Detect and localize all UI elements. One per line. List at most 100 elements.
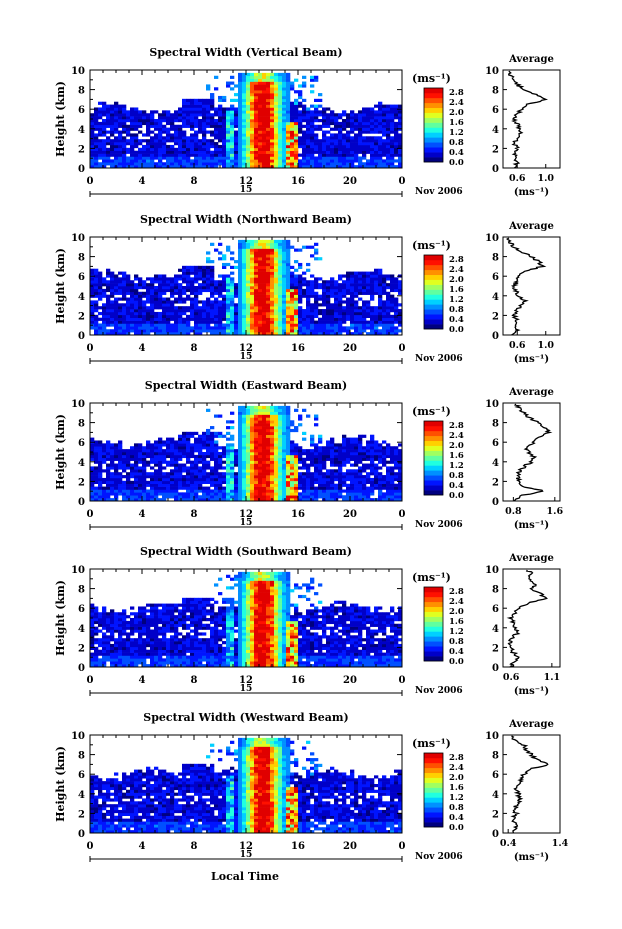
heatmap-cell [366,311,371,316]
heatmap-cell [310,274,315,278]
heatmap-cell [226,314,231,318]
heatmap-cell [138,452,143,456]
heatmap-cell [278,254,283,258]
heatmap-cell [174,329,179,333]
heatmap-cell [114,107,119,111]
heatmap-cell [390,121,395,126]
heatmap-cell [246,98,251,102]
heatmap-cell [246,332,251,336]
heatmap-cell [90,153,95,157]
heatmap-cell [130,311,135,316]
heatmap-cell [314,124,319,128]
heatmap-cell [262,153,267,157]
heatmap-cell [242,317,247,321]
heatmap-cell [274,165,279,169]
heatmap-cell [146,144,151,149]
heatmap-cell [106,113,111,117]
heatmap-cell [370,124,375,128]
heatmap-cell [186,449,191,453]
heatmap-cell [286,417,291,421]
heatmap-cell [238,426,243,430]
heatmap-cell [234,265,239,269]
heatmap-cell [238,492,243,496]
heatmap-cell [342,314,347,318]
heatmap-cell [286,119,291,123]
heatmap-cell [274,457,279,461]
heatmap-cell [250,428,255,433]
heatmap-cell [258,81,263,85]
heatmap-cell [142,329,147,333]
heatmap-cell [126,159,131,163]
heatmap-cell [358,274,363,278]
heatmap-cell [338,139,343,143]
heatmap-cell [134,332,139,336]
heatmap-cell [186,277,191,281]
heatmap-cell [306,283,311,287]
heatmap-cell [234,311,239,316]
heatmap-cell [346,286,351,290]
heatmap-cell [242,239,247,244]
heatmap-cell [306,475,311,479]
heatmap-cell [254,414,259,418]
heatmap-cell [206,277,211,281]
heatmap-cell [278,104,283,108]
heatmap-cell [294,286,299,290]
heatmap-cell [138,309,143,313]
heatmap-cell [206,498,211,502]
heatmap-cell [174,326,179,330]
heatmap-cell [338,113,343,117]
heatmap-cell [170,291,175,295]
heatmap-cell [338,147,343,151]
heatmap-cell [178,268,183,272]
heatmap-cell [298,460,303,464]
heatmap-cell [294,153,299,157]
heatmap-cell [346,291,351,295]
heatmap-cell [90,486,95,490]
heatmap-cell [270,274,275,278]
heatmap-cell [234,498,239,502]
heatmap-cell [298,280,303,284]
heatmap-cell [238,498,243,502]
heatmap-cell [234,332,239,336]
heatmap-cell [286,124,291,128]
heatmap-cell [302,139,307,143]
heatmap-cell [274,144,279,149]
heatmap-cell [154,127,159,131]
heatmap-cell [274,489,279,493]
heatmap-cell [290,150,295,154]
heatmap-cell [266,165,271,169]
heatmap-cell [318,286,323,290]
heatmap-cell [322,133,327,137]
heatmap-cell [226,119,231,123]
heatmap-cell [230,426,235,430]
heatmap-cell [138,297,143,301]
heatmap-cell [190,477,195,482]
heatmap-cell [206,156,211,160]
heatmap-cell [126,297,131,301]
heatmap-cell [246,133,251,137]
heatmap-cell [138,147,143,151]
heatmap-cell [250,492,255,496]
heatmap-cell [246,139,251,143]
heatmap-cell [182,329,187,333]
heatmap-cell [310,156,315,160]
heatmap-cell [110,332,115,336]
heatmap-cell [238,75,243,79]
heatmap-cell [158,124,163,128]
heatmap-cell [398,113,403,117]
heatmap-cell [150,162,155,166]
heatmap-cell [110,165,115,169]
heatmap-cell [206,428,211,433]
heatmap-cell [258,303,263,307]
heatmap-cell [102,104,107,108]
heatmap-cell [298,306,303,310]
heatmap-cell [230,472,235,476]
heatmap-cell [106,317,111,321]
heatmap-cell [102,489,107,493]
heatmap-cell [290,300,295,304]
heatmap-cell [322,156,327,160]
heatmap-cell [218,95,223,100]
heatmap-cell [242,426,247,430]
heatmap-cell [270,411,275,415]
heatmap-cell [282,156,287,160]
